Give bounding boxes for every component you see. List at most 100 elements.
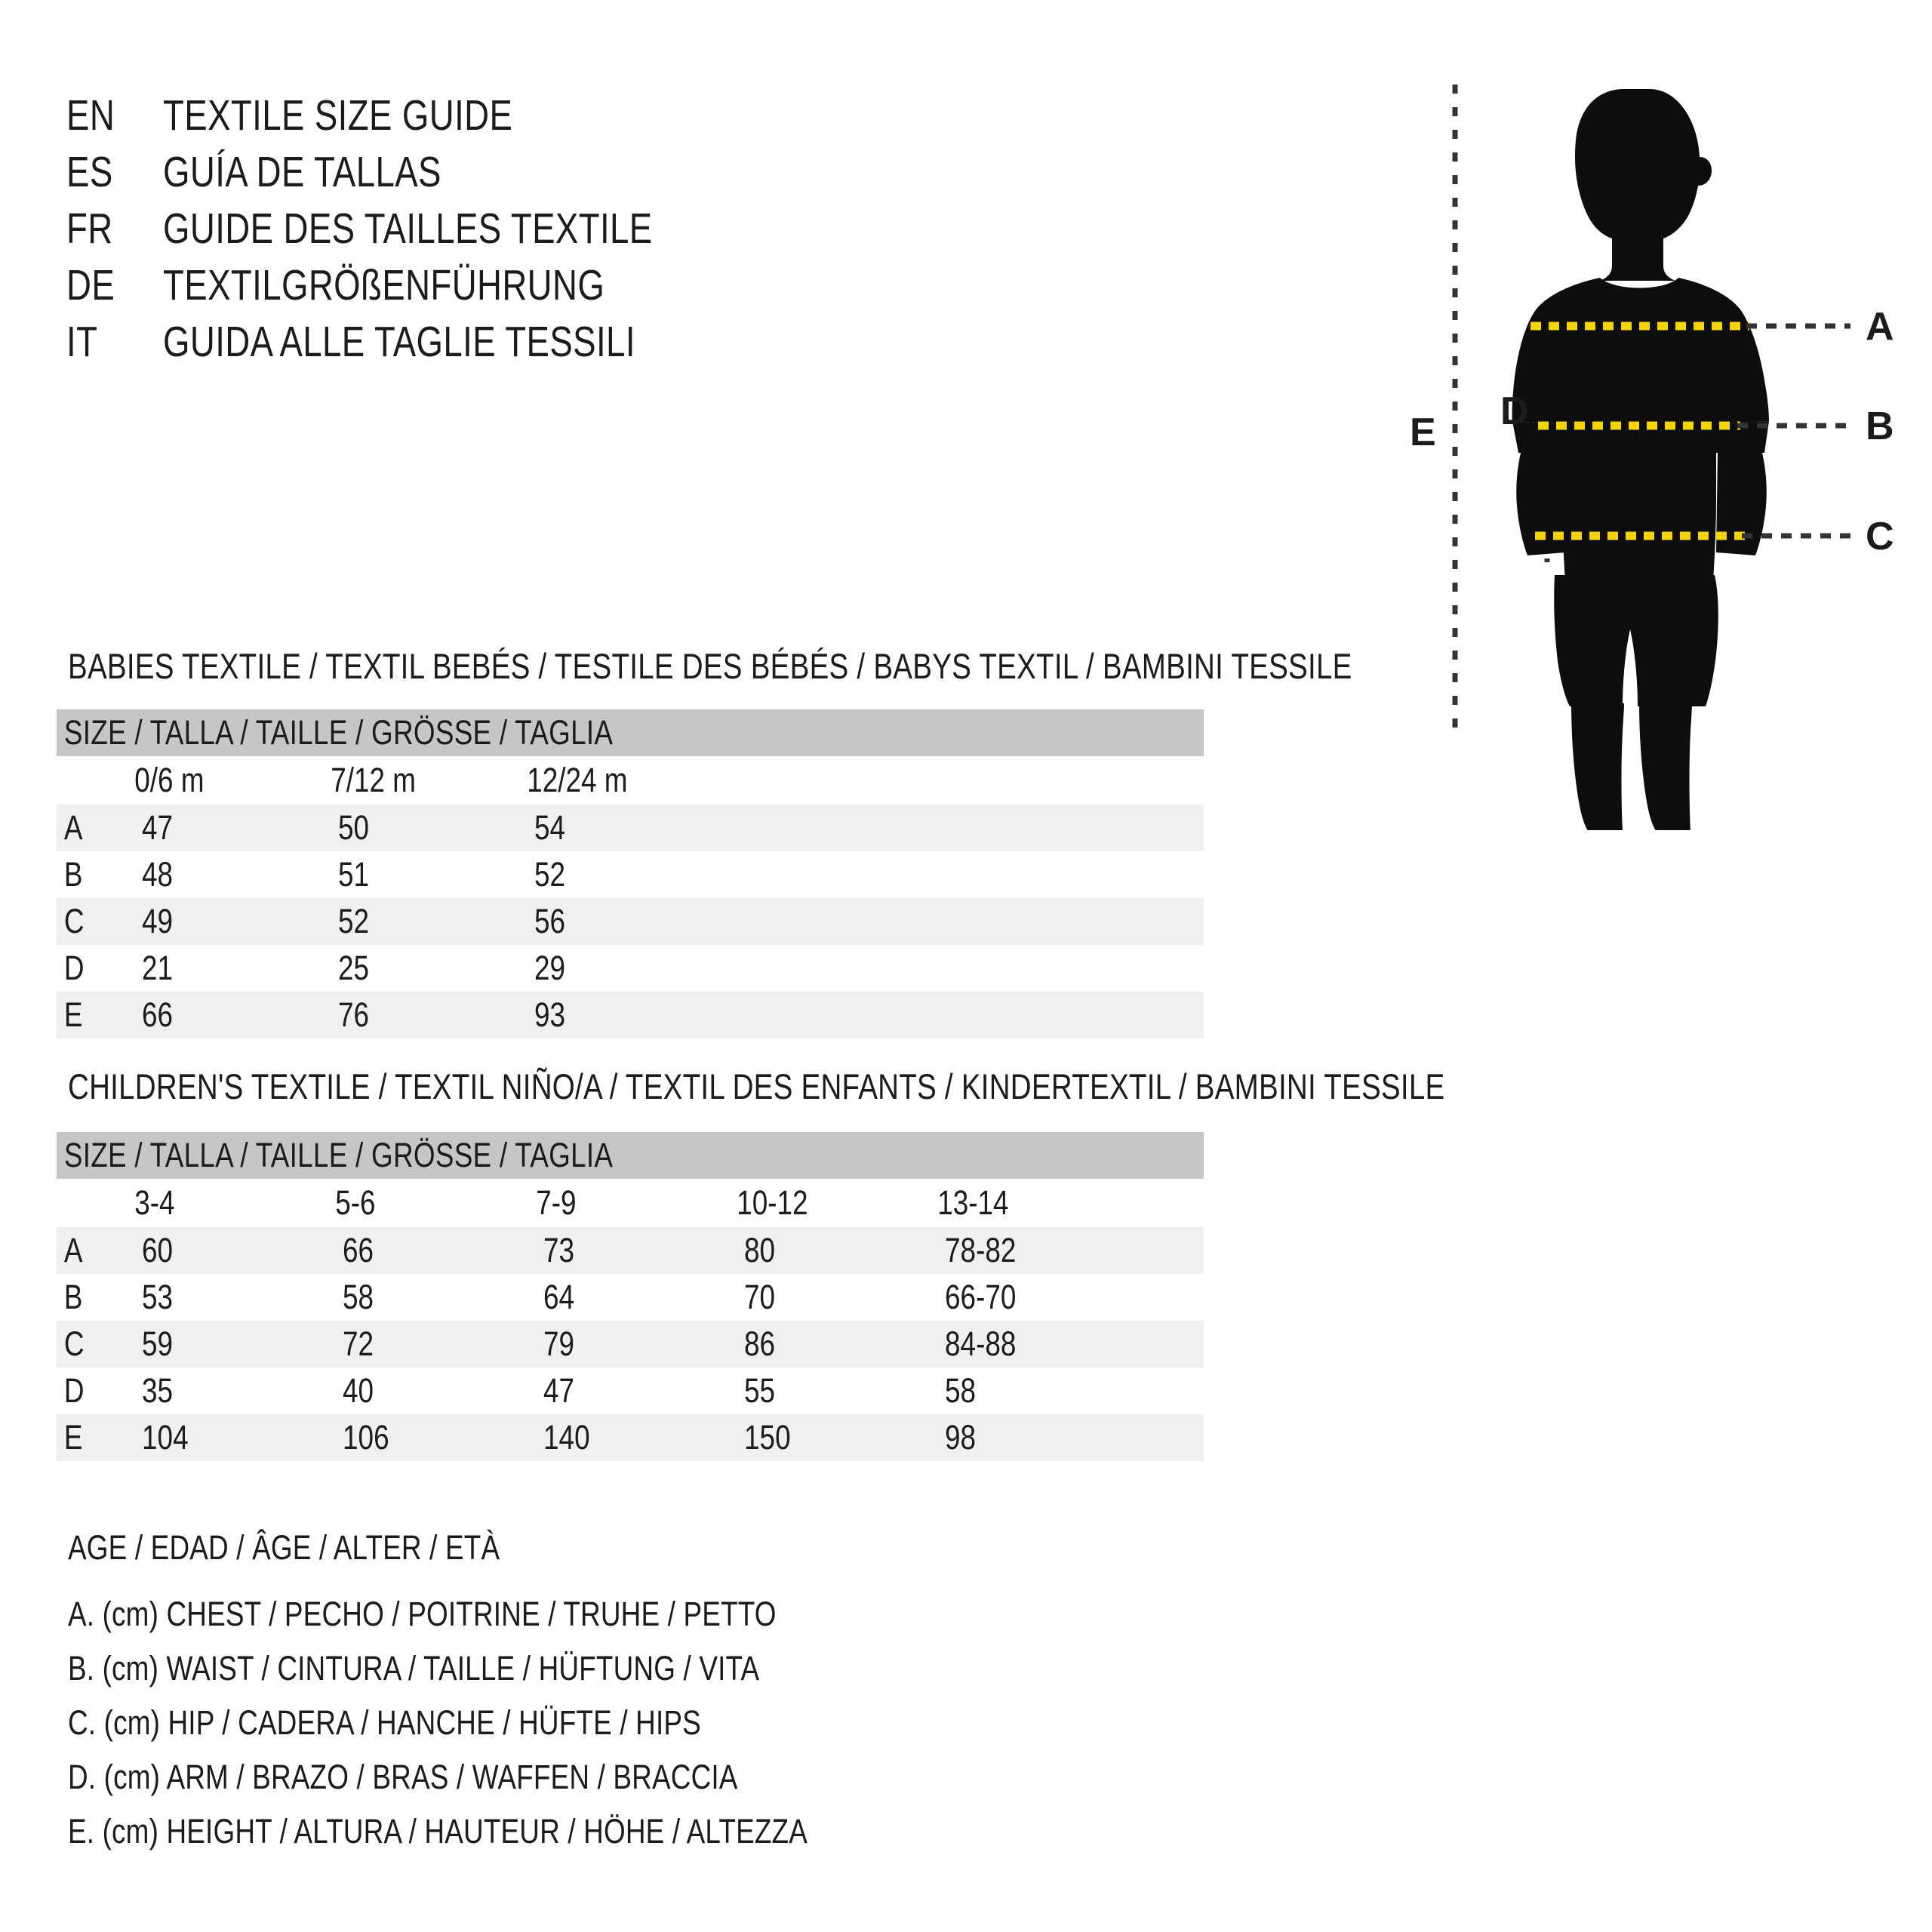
babies-cell-b-2: 52 — [534, 855, 566, 894]
babies-section-title: BABIES TEXTILE / TEXTIL BEBÉS / TESTILE … — [68, 646, 1352, 686]
language-title-en: TEXTILE SIZE GUIDE — [163, 91, 513, 140]
children-cell-a-4: 78-82 — [945, 1231, 1017, 1269]
children-column-header-0: 3-4 — [134, 1183, 175, 1222]
babies-cell-a-0: 47 — [142, 808, 174, 847]
children-cell-c-3: 86 — [744, 1324, 776, 1363]
children-cell-d-0: 35 — [142, 1371, 174, 1410]
children-column-header-2: 7-9 — [536, 1183, 577, 1222]
children-cell-e-3: 150 — [744, 1418, 791, 1457]
children-cell-e-2: 140 — [543, 1418, 590, 1457]
children-row-label-c: C — [63, 1324, 85, 1363]
children-cell-a-0: 60 — [142, 1231, 174, 1269]
language-row-de: DE TEXTILGRÖßENFÜHRUNG — [66, 260, 1198, 317]
children-cell-e-4: 98 — [945, 1418, 977, 1457]
babies-band-label: SIZE / TALLA / TAILLE / GRÖSSE / TAGLIA — [63, 713, 614, 752]
child-silhouette-icon — [1512, 89, 1769, 830]
language-row-es: ES GUÍA DE TALLAS — [66, 147, 1198, 204]
babies-cell-b-0: 48 — [142, 855, 174, 894]
children-column-header-3: 10-12 — [737, 1183, 808, 1222]
babies-size-table: SIZE / TALLA / TAILLE / GRÖSSE / TAGLIA … — [57, 709, 1204, 1038]
babies-cell-c-0: 49 — [142, 902, 174, 940]
babies-column-header-row: 0/6 m 7/12 m 12/24 m — [57, 756, 1204, 804]
babies-column-header-1: 7/12 m — [331, 761, 417, 799]
language-code-de: DE — [66, 261, 115, 309]
language-row-en: EN TEXTILE SIZE GUIDE — [66, 91, 1198, 147]
legend-item-b: B. (cm) WAIST / CINTURA / TAILLE / HÜFTU… — [68, 1649, 760, 1687]
language-title-es: GUÍA DE TALLAS — [163, 148, 441, 196]
babies-cell-d-0: 21 — [142, 949, 174, 987]
legend-item-c: C. (cm) HIP / CADERA / HANCHE / HÜFTE / … — [68, 1703, 701, 1742]
table-row: D 21 25 29 — [57, 945, 1204, 992]
babies-row-label-c: C — [63, 902, 85, 940]
table-row: E 66 76 93 — [57, 992, 1204, 1038]
children-cell-b-4: 66-70 — [945, 1278, 1017, 1316]
children-cell-a-1: 66 — [343, 1231, 374, 1269]
table-row: C 49 52 56 — [57, 898, 1204, 945]
children-band-label: SIZE / TALLA / TAILLE / GRÖSSE / TAGLIA — [63, 1136, 614, 1174]
children-cell-d-4: 58 — [945, 1371, 977, 1410]
language-code-en: EN — [66, 91, 115, 140]
babies-row-label-d: D — [63, 949, 85, 987]
language-title-fr: GUIDE DES TAILLES TEXTILE — [163, 205, 653, 253]
babies-row-label-b: B — [63, 855, 83, 894]
table-row: E 104 106 140 150 98 — [57, 1414, 1204, 1461]
children-cell-c-0: 59 — [142, 1324, 174, 1363]
table-row: A 60 66 73 80 78-82 — [57, 1227, 1204, 1274]
language-code-es: ES — [66, 148, 113, 196]
legend-item-e: E. (cm) HEIGHT / ALTURA / HAUTEUR / HÖHE… — [68, 1812, 808, 1850]
table-row: B 53 58 64 70 66-70 — [57, 1274, 1204, 1321]
language-code-it: IT — [66, 318, 98, 366]
babies-table-band: SIZE / TALLA / TAILLE / GRÖSSE / TAGLIA — [57, 709, 1204, 756]
children-cell-e-0: 104 — [142, 1418, 189, 1457]
children-cell-b-2: 64 — [543, 1278, 575, 1316]
measurement-legend: AGE / EDAD / ÂGE / ALTER / ETÀ A. (cm) C… — [68, 1528, 970, 1866]
table-row: C 59 72 79 86 84-88 — [57, 1321, 1204, 1367]
children-row-label-d: D — [63, 1371, 85, 1410]
children-size-table: SIZE / TALLA / TAILLE / GRÖSSE / TAGLIA … — [57, 1132, 1204, 1461]
children-section-title: CHILDREN'S TEXTILE / TEXTIL NIÑO/A / TEX… — [68, 1066, 1445, 1106]
table-row: A 47 50 54 — [57, 804, 1204, 851]
babies-row-label-a: A — [63, 808, 83, 847]
children-cell-d-2: 47 — [543, 1371, 575, 1410]
children-column-header-4: 13-14 — [937, 1183, 1009, 1222]
children-cell-d-3: 55 — [744, 1371, 776, 1410]
children-cell-b-3: 70 — [744, 1278, 776, 1316]
children-cell-d-1: 40 — [343, 1371, 374, 1410]
figure-label-b: B — [1866, 405, 1894, 448]
figure-label-d: D — [1500, 389, 1529, 433]
babies-row-label-e: E — [63, 995, 83, 1034]
children-row-label-b: B — [63, 1278, 83, 1316]
babies-cell-e-0: 66 — [142, 995, 174, 1034]
children-row-label-a: A — [63, 1231, 83, 1269]
language-title-it: GUIDA ALLE TAGLIE TESSILI — [163, 318, 635, 366]
babies-cell-c-2: 56 — [534, 902, 566, 940]
children-table-band: SIZE / TALLA / TAILLE / GRÖSSE / TAGLIA — [57, 1132, 1204, 1179]
children-row-label-e: E — [63, 1418, 83, 1457]
figure-label-a: A — [1866, 305, 1894, 349]
babies-cell-a-2: 54 — [534, 808, 566, 847]
children-cell-c-1: 72 — [343, 1324, 374, 1363]
babies-cell-e-2: 93 — [534, 995, 566, 1034]
measurement-figure-panel: A B C D E — [1374, 75, 1902, 830]
children-column-header-row: 3-4 5-6 7-9 10-12 13-14 — [57, 1179, 1204, 1227]
language-title-block: EN TEXTILE SIZE GUIDE ES GUÍA DE TALLAS … — [66, 91, 1198, 374]
babies-column-header-0: 0/6 m — [134, 761, 205, 799]
babies-cell-b-1: 51 — [338, 855, 370, 894]
table-row: D 35 40 47 55 58 — [57, 1367, 1204, 1414]
legend-item-d: D. (cm) ARM / BRAZO / BRAS / WAFFEN / BR… — [68, 1758, 738, 1796]
children-cell-c-2: 79 — [543, 1324, 575, 1363]
table-row: B 48 51 52 — [57, 851, 1204, 898]
children-cell-a-2: 73 — [543, 1231, 575, 1269]
babies-column-header-2: 12/24 m — [527, 761, 628, 799]
children-column-header-1: 5-6 — [335, 1183, 376, 1222]
figure-label-c: C — [1866, 515, 1894, 558]
children-cell-c-4: 84-88 — [945, 1324, 1017, 1363]
children-cell-b-1: 58 — [343, 1278, 374, 1316]
babies-cell-d-2: 29 — [534, 949, 566, 987]
figure-label-e: E — [1410, 411, 1436, 454]
children-cell-a-3: 80 — [744, 1231, 776, 1269]
legend-heading: AGE / EDAD / ÂGE / ALTER / ETÀ — [68, 1528, 500, 1567]
babies-cell-d-1: 25 — [338, 949, 370, 987]
language-row-fr: FR GUIDE DES TAILLES TEXTILE — [66, 204, 1198, 260]
babies-cell-e-1: 76 — [338, 995, 370, 1034]
